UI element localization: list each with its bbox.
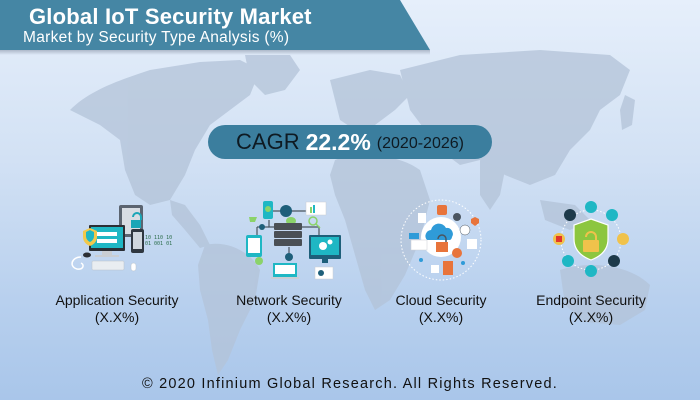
security-segments: 10 110 10 01 001 01 Application Security… bbox=[0, 195, 700, 335]
segment-application-security: 10 110 10 01 001 01 Application Security… bbox=[37, 195, 197, 325]
segment-name: Network Security bbox=[236, 292, 342, 308]
application-security-icon: 10 110 10 01 001 01 bbox=[71, 205, 172, 272]
segment-value: (X.X%) bbox=[418, 309, 464, 325]
segment-value: (X.X%) bbox=[266, 309, 312, 325]
copyright-footer: © 2020 Infinium Global Research. All Rig… bbox=[141, 376, 558, 392]
segment-value: (X.X%) bbox=[568, 309, 614, 325]
network-security-icon bbox=[246, 201, 341, 280]
segment-name: Application Security bbox=[55, 292, 179, 308]
segment-name: Cloud Security bbox=[395, 292, 487, 308]
segment-network-security: Network Security (X.X%) bbox=[209, 195, 369, 325]
cagr-period: (2020-2026) bbox=[376, 135, 464, 152]
header-banner bbox=[0, 0, 430, 50]
segment-name: Endpoint Security bbox=[536, 292, 646, 308]
segment-value: (X.X%) bbox=[94, 309, 140, 325]
svg-text:01 001 01: 01 001 01 bbox=[145, 241, 172, 247]
cagr-label: CAGR bbox=[236, 129, 300, 154]
header-banner-shadow bbox=[0, 50, 430, 55]
segment-cloud-security: Cloud Security (X.X%) bbox=[361, 195, 521, 325]
page-subtitle: Market by Security Type Analysis (%) bbox=[23, 29, 290, 46]
cagr-badge: CAGR 22.2% (2020-2026) bbox=[208, 125, 492, 159]
cagr-value: 22.2% bbox=[305, 128, 371, 155]
endpoint-security-icon bbox=[553, 201, 629, 277]
segment-endpoint-security: Endpoint Security (X.X%) bbox=[511, 195, 671, 325]
svg-text:10 110 10: 10 110 10 bbox=[145, 235, 172, 241]
cloud-security-icon bbox=[400, 199, 482, 281]
page-title: Global IoT Security Market bbox=[29, 4, 312, 29]
